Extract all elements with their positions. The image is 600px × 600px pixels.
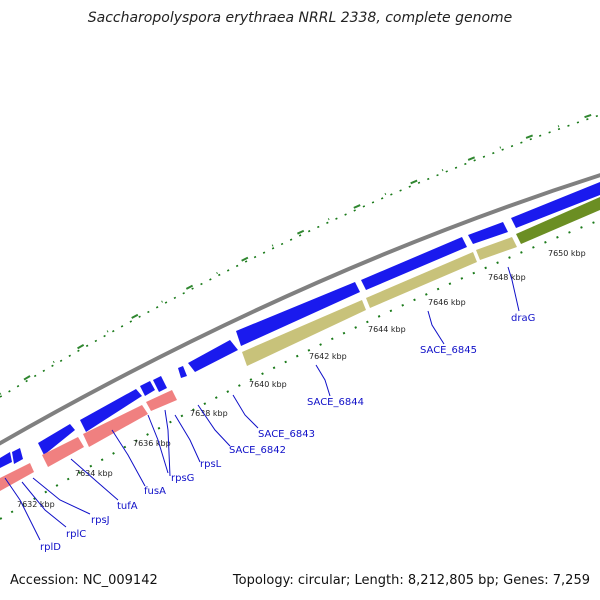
gene-feature	[188, 340, 238, 372]
accession-text: Accession: NC_009142	[10, 573, 158, 588]
olive-feature	[476, 237, 517, 260]
gene-label-rpsG: rpsG	[171, 473, 194, 484]
gene-label-sace-6845: SACE_6845	[420, 345, 477, 356]
gene-feature	[178, 366, 187, 378]
map-title: Saccharopolyspora erythraea NRRL 2338, c…	[87, 10, 513, 26]
kbp-label: 7650 kbp	[548, 249, 586, 258]
gene-label-sace-6842: SACE_6842	[229, 445, 286, 456]
gene-feature	[140, 381, 155, 396]
gene-label-fusA: fusA	[144, 486, 166, 497]
outer-tick-track	[0, 111, 600, 398]
reverse-strand-genes[interactable]	[0, 197, 600, 491]
gene-name-labels: rplD rplC rpsJ tufA fusA rpsG rpsL SACE_…	[40, 313, 535, 553]
kbp-label: 7640 kbp	[249, 380, 287, 389]
gene-feature	[12, 448, 23, 464]
gene-label-rpsJ: rpsJ	[91, 515, 110, 526]
kbp-scale-labels: 7632 kbp 7634 kbp 7636 kbp 7638 kbp 7640…	[17, 249, 586, 509]
kbp-label: 7648 kbp	[488, 273, 526, 282]
gene-label-lines	[4, 266, 520, 541]
gene-label-sace-6843: SACE_6843	[258, 429, 315, 440]
gene-feature	[0, 452, 12, 468]
gene-feature	[80, 389, 142, 432]
rrna-feature	[146, 390, 177, 411]
gene-label-rplC: rplC	[66, 529, 86, 540]
gene-label-rplD: rplD	[40, 542, 61, 553]
gene-feature	[38, 424, 75, 455]
kbp-label: 7634 kbp	[75, 469, 113, 478]
kbp-label: 7638 kbp	[190, 409, 228, 418]
gene-feature	[511, 182, 600, 228]
forward-strand-genes[interactable]	[0, 182, 600, 468]
green-feature	[516, 197, 600, 244]
gene-label-sace-6844: SACE_6844	[307, 397, 364, 408]
gene-feature	[361, 237, 467, 290]
genome-stats-text: Topology: circular; Length: 8,212,805 bp…	[232, 573, 590, 588]
gene-feature	[236, 282, 360, 346]
rrna-feature	[42, 437, 84, 467]
kbp-label: 7642 kbp	[309, 352, 347, 361]
rrna-feature	[0, 463, 34, 491]
rrna-feature	[83, 405, 148, 447]
gene-label-tufA: tufA	[117, 501, 138, 512]
gene-label-rpsL: rpsL	[200, 459, 222, 470]
kbp-label: 7644 kbp	[368, 325, 406, 334]
olive-feature	[366, 252, 477, 308]
kbp-label: 7632 kbp	[17, 500, 55, 509]
genome-backbone	[0, 173, 600, 446]
gene-feature	[153, 376, 167, 392]
gene-label-drag: draG	[511, 313, 535, 324]
gene-feature	[468, 222, 508, 244]
kbp-label: 7646 kbp	[428, 298, 466, 307]
kbp-label: 7636 kbp	[133, 439, 171, 448]
olive-feature	[242, 300, 366, 366]
